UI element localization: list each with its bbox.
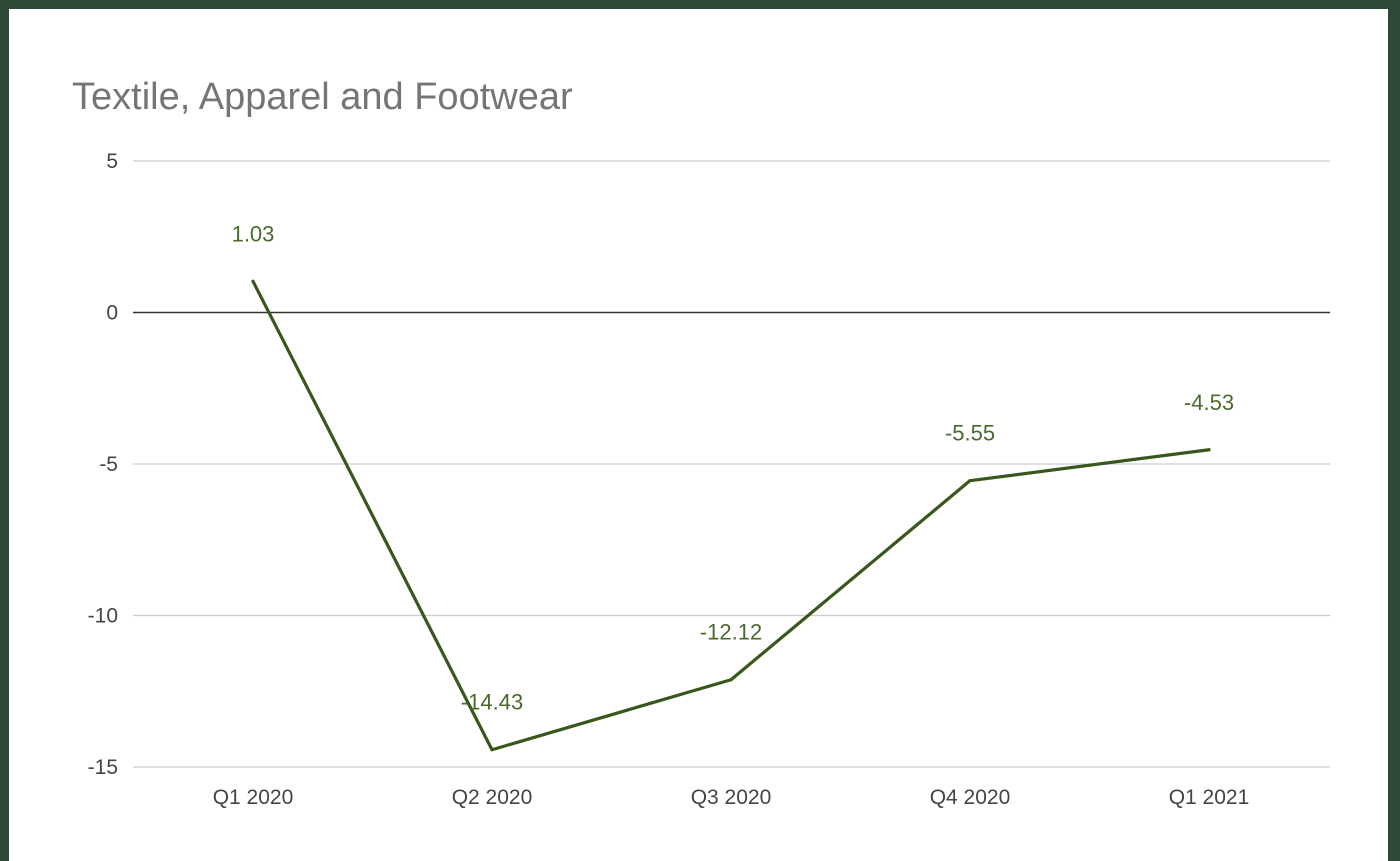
data-label: -5.55 bbox=[945, 421, 995, 446]
data-point bbox=[251, 279, 255, 283]
x-axis-tick-labels: Q1 2020 Q2 2020 Q3 2020 Q4 2020 Q1 2021 bbox=[213, 786, 1250, 809]
x-tick-label: Q1 2021 bbox=[1169, 786, 1250, 809]
series-lines bbox=[251, 279, 1211, 752]
data-point bbox=[968, 479, 972, 483]
data-label: -14.43 bbox=[461, 690, 523, 715]
x-tick-label: Q1 2020 bbox=[213, 786, 294, 809]
data-point bbox=[490, 748, 494, 752]
y-tick-label: -10 bbox=[88, 605, 118, 628]
data-label: -4.53 bbox=[1184, 390, 1234, 415]
data-label: 1.03 bbox=[232, 221, 275, 246]
y-tick-label: 0 bbox=[106, 302, 118, 325]
data-point bbox=[1207, 448, 1211, 452]
x-tick-label: Q2 2020 bbox=[452, 786, 533, 809]
chart-frame: Textile, Apparel and Footwear bbox=[9, 9, 1388, 861]
y-tick-label: -15 bbox=[88, 756, 118, 779]
x-tick-label: Q3 2020 bbox=[691, 786, 772, 809]
chart-title: Textile, Apparel and Footwear bbox=[72, 76, 573, 118]
data-point bbox=[729, 678, 733, 682]
x-tick-label: Q4 2020 bbox=[930, 786, 1011, 809]
data-label: -12.12 bbox=[700, 620, 762, 645]
data-labels: 1.03 -14.43 -12.12 -5.55 -4.53 bbox=[232, 221, 1234, 714]
y-tick-label: 5 bbox=[106, 150, 118, 173]
y-axis-tick-labels: 5 0 -5 -10 -15 bbox=[88, 150, 118, 779]
y-tick-label: -5 bbox=[99, 453, 118, 476]
gridlines bbox=[133, 160, 1330, 768]
